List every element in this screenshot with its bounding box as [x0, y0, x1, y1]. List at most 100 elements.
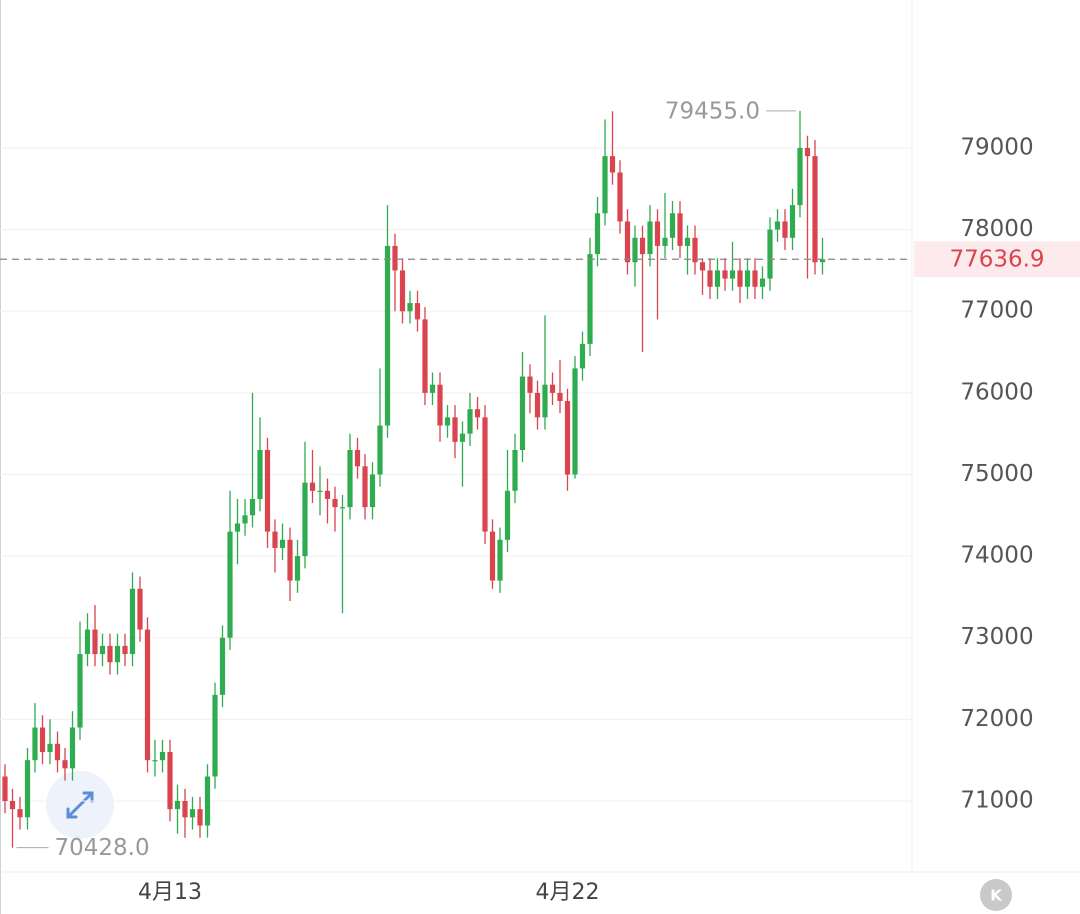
candle-body [204, 776, 211, 826]
candle-body [9, 800, 16, 810]
candle-body [587, 254, 593, 344]
candle-body [782, 221, 788, 238]
candle-body [47, 743, 53, 753]
candle-body [144, 629, 151, 761]
candle-body [639, 237, 646, 255]
candle-body [519, 376, 526, 450]
candle-body [339, 507, 346, 509]
candle-body [527, 376, 533, 393]
candle-body [92, 629, 98, 655]
candle-body [317, 490, 323, 493]
candle-body [737, 270, 743, 287]
candle-body [774, 221, 781, 230]
candle-body [699, 262, 706, 271]
x-tick-label: 4月22 [536, 880, 600, 905]
candle-body [542, 384, 548, 418]
candle-body [32, 727, 38, 761]
y-tick-label: 71000 [960, 787, 1033, 813]
candle-body [189, 809, 196, 818]
candle-body [234, 523, 241, 532]
max-label: 79455.0 [665, 98, 760, 124]
candle-body [62, 760, 68, 769]
candle-body [114, 645, 121, 663]
candle-body [212, 694, 218, 777]
candle-body [632, 237, 638, 263]
candle-body [624, 221, 631, 263]
candle-body [744, 270, 751, 287]
candle-body [69, 727, 76, 769]
candle-body [159, 752, 166, 761]
candle-body [504, 490, 511, 540]
candle-body [264, 449, 271, 532]
candle-body [152, 760, 158, 762]
candle-body [332, 498, 338, 508]
candle-body [767, 229, 773, 279]
candle-body [287, 539, 293, 581]
candle-body [392, 245, 398, 271]
candle-body [422, 319, 428, 393]
candle-body [197, 809, 203, 826]
candle-body [564, 401, 571, 475]
candle-body [797, 147, 803, 206]
y-tick-label: 78000 [960, 216, 1033, 242]
candle-body [429, 384, 436, 393]
candle-body [107, 645, 113, 663]
candle-body [609, 156, 616, 173]
candle-body [489, 531, 496, 581]
candle-body [369, 474, 376, 508]
y-tick-label: 76000 [960, 379, 1033, 405]
candle-body [279, 539, 286, 548]
y-tick-label: 75000 [960, 461, 1033, 487]
candle-body [272, 531, 278, 548]
candle-body [399, 270, 406, 312]
candle-body [437, 384, 443, 426]
candle-body [722, 270, 728, 279]
candle-body [594, 213, 601, 255]
candle-body [804, 147, 811, 157]
y-tick-label: 79000 [960, 134, 1033, 160]
candle-body [684, 237, 691, 246]
candle-body [714, 270, 721, 287]
badge-circle[interactable] [980, 879, 1012, 911]
candle-body [467, 409, 473, 434]
candle-body [167, 752, 173, 810]
candle-body [347, 449, 353, 508]
candle-body [512, 449, 518, 491]
expand-icon[interactable] [46, 771, 114, 839]
candle-body [137, 588, 143, 630]
candle-body [617, 172, 623, 222]
candle-body [669, 213, 676, 238]
candle-body [302, 482, 308, 557]
candle-body [384, 245, 391, 426]
candle-body [174, 800, 181, 810]
candle-body [677, 213, 683, 246]
candle-body [572, 368, 578, 475]
candle-body [789, 205, 796, 238]
candle-body [354, 449, 361, 467]
candle-body [707, 270, 713, 287]
candle-body [647, 221, 653, 255]
candle-body [77, 654, 83, 728]
badge[interactable]: K [990, 887, 1003, 905]
candle-body [407, 303, 413, 312]
min-label: 70428.0 [55, 835, 150, 861]
candle-body [579, 343, 586, 369]
grid [0, 147, 912, 802]
y-tick-label: 72000 [960, 706, 1033, 732]
last-price-box [914, 241, 1080, 278]
last-price-label: 77636.9 [949, 247, 1044, 273]
candle-body [129, 588, 136, 655]
candle-body [444, 417, 451, 426]
candle-body [759, 278, 766, 287]
candle-body [812, 156, 818, 263]
candle-body [17, 809, 23, 818]
candle-body [459, 433, 466, 442]
candle-body [414, 303, 421, 320]
candle-body [482, 417, 488, 532]
candle-body [182, 800, 188, 818]
candle-body [242, 515, 248, 524]
y-tick-label: 73000 [960, 624, 1033, 650]
candle-body [324, 490, 331, 499]
candle-body [227, 531, 233, 638]
